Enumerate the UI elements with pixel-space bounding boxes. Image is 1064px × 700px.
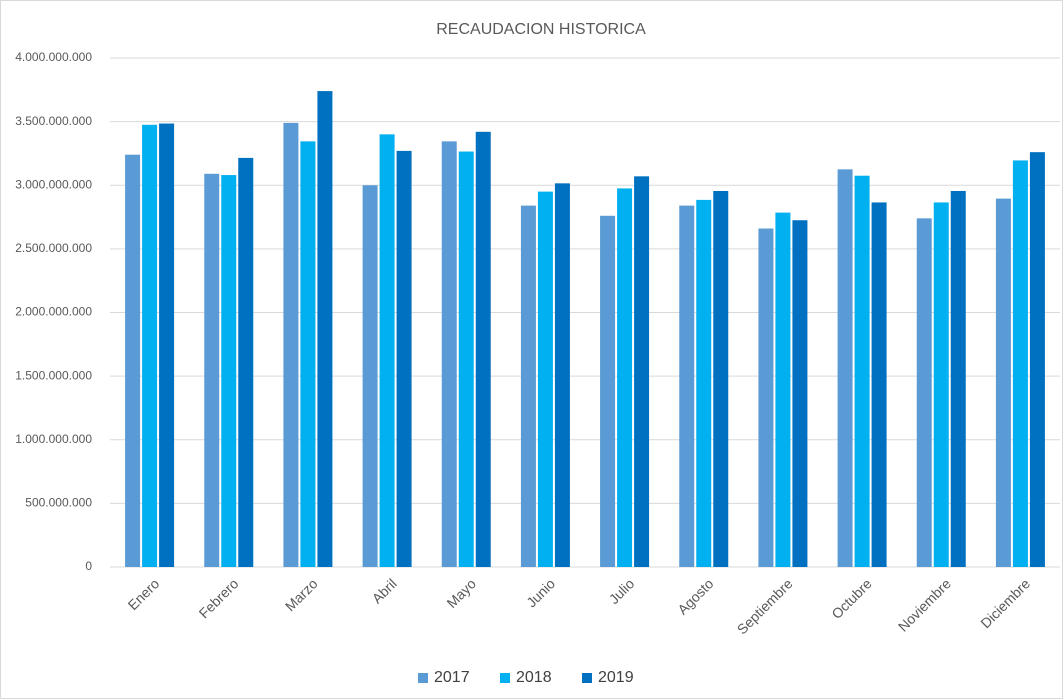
bar	[221, 175, 237, 567]
y-tick-label: 3.500.000.000	[15, 114, 92, 128]
y-tick-label: 0	[85, 559, 92, 573]
bar	[537, 191, 553, 568]
bar	[1012, 160, 1028, 567]
bar	[995, 198, 1011, 567]
bar	[775, 212, 791, 567]
legend-label: 2019	[598, 669, 634, 686]
legend-swatch	[582, 673, 592, 683]
chart-title: RECAUDACION HISTORICA	[436, 21, 646, 38]
bar	[950, 190, 966, 567]
bar	[871, 202, 887, 567]
bar	[713, 190, 729, 567]
bar	[758, 228, 774, 567]
bar	[238, 157, 254, 568]
bar	[362, 185, 378, 567]
y-tick-label: 500.000.000	[25, 496, 92, 510]
bar	[634, 176, 650, 567]
bar	[696, 199, 712, 568]
y-tick-label: 1.000.000.000	[15, 432, 92, 446]
y-tick-label: 2.000.000.000	[15, 305, 92, 319]
bar	[679, 205, 695, 568]
legend-swatch	[500, 673, 510, 683]
bar	[854, 175, 870, 568]
y-tick-label: 4.000.000.000	[15, 50, 92, 64]
bar	[300, 141, 316, 567]
bar	[554, 183, 570, 567]
bar	[441, 141, 457, 567]
bar	[475, 131, 491, 567]
bar	[204, 173, 220, 568]
bar	[916, 218, 932, 567]
bar	[142, 124, 158, 568]
bar	[317, 91, 333, 568]
y-tick-label: 1.500.000.000	[15, 368, 92, 382]
bar	[159, 123, 175, 567]
bar	[837, 169, 853, 567]
legend-swatch	[418, 673, 428, 683]
bar	[792, 220, 808, 567]
bar	[520, 205, 536, 568]
bar	[283, 122, 299, 568]
bar	[933, 202, 949, 567]
bar	[458, 151, 474, 567]
bar	[396, 150, 412, 567]
bar	[617, 188, 633, 567]
bar	[379, 134, 395, 567]
y-tick-label: 3.000.000.000	[15, 177, 92, 191]
legend-label: 2017	[434, 669, 470, 686]
bar	[1029, 152, 1045, 568]
y-tick-label: 2.500.000.000	[15, 241, 92, 255]
legend-label: 2018	[516, 669, 552, 686]
bar	[600, 215, 616, 568]
bar	[125, 154, 141, 567]
